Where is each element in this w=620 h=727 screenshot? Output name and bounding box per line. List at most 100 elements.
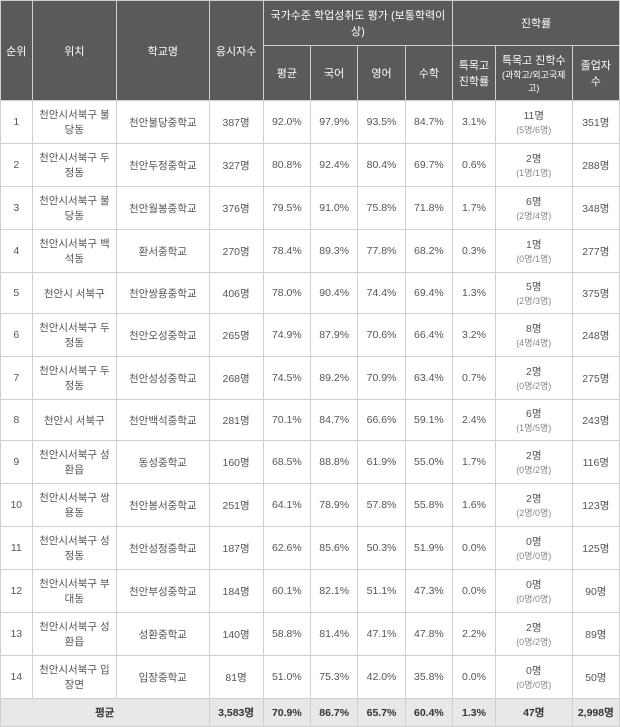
- cell-english: 42.0%: [358, 656, 405, 699]
- cell-math: 55.8%: [405, 484, 452, 527]
- cell-english: 70.6%: [358, 314, 405, 357]
- cell-avg: 74.5%: [263, 357, 310, 400]
- summary-row: 평균3,583명70.9%86.7%65.7%60.4%1.3%47명2,998…: [1, 699, 620, 727]
- cell-count: 268명: [209, 357, 263, 400]
- cell-math: 47.8%: [405, 613, 452, 656]
- cell-grad: 243명: [572, 400, 619, 441]
- cell-spec-count: 1명(0명/1명): [495, 230, 572, 273]
- cell-rank: 14: [1, 656, 33, 699]
- summary-count: 3,583명: [209, 699, 263, 727]
- cell-spec-count: 0명(0명/0명): [495, 656, 572, 699]
- cell-avg: 62.6%: [263, 527, 310, 570]
- cell-spec-rate: 0.0%: [453, 656, 496, 699]
- header-english: 영어: [358, 46, 405, 101]
- cell-count: 387명: [209, 101, 263, 144]
- header-spec-rate: 특목고 진학률: [453, 46, 496, 101]
- table-row: 7천안시서북구 두정동천안성성중학교268명74.5%89.2%70.9%63.…: [1, 357, 620, 400]
- table-row: 9천안시서북구 성환읍동성중학교160명68.5%88.8%61.9%55.0%…: [1, 441, 620, 484]
- header-math: 수학: [405, 46, 452, 101]
- cell-spec-count: 2명(1명/1명): [495, 144, 572, 187]
- summary-math: 60.4%: [405, 699, 452, 727]
- cell-location: 천안시서북구 불당동: [32, 187, 117, 230]
- cell-korean: 90.4%: [311, 273, 358, 314]
- cell-math: 55.0%: [405, 441, 452, 484]
- cell-location: 천안시서북구 불당동: [32, 101, 117, 144]
- cell-location: 천안시서북구 두정동: [32, 314, 117, 357]
- cell-spec-rate: 1.7%: [453, 441, 496, 484]
- cell-rank: 5: [1, 273, 33, 314]
- cell-english: 93.5%: [358, 101, 405, 144]
- cell-avg: 92.0%: [263, 101, 310, 144]
- cell-school: 천안성성중학교: [117, 357, 209, 400]
- cell-count: 376명: [209, 187, 263, 230]
- cell-english: 57.8%: [358, 484, 405, 527]
- cell-avg: 80.8%: [263, 144, 310, 187]
- cell-math: 66.4%: [405, 314, 452, 357]
- cell-location: 천안시 서북구: [32, 400, 117, 441]
- cell-grad: 116명: [572, 441, 619, 484]
- cell-korean: 89.2%: [311, 357, 358, 400]
- cell-school: 천안성정중학교: [117, 527, 209, 570]
- table-row: 11천안시서북구 성정동천안성정중학교187명62.6%85.6%50.3%51…: [1, 527, 620, 570]
- cell-korean: 92.4%: [311, 144, 358, 187]
- cell-school: 입장중학교: [117, 656, 209, 699]
- cell-count: 187명: [209, 527, 263, 570]
- cell-avg: 70.1%: [263, 400, 310, 441]
- cell-math: 71.8%: [405, 187, 452, 230]
- table-row: 8천안시 서북구천안백석중학교281명70.1%84.7%66.6%59.1%2…: [1, 400, 620, 441]
- cell-rank: 3: [1, 187, 33, 230]
- cell-grad: 90명: [572, 570, 619, 613]
- cell-english: 66.6%: [358, 400, 405, 441]
- table-row: 5천안시 서북구천안쌍용중학교406명78.0%90.4%74.4%69.4%1…: [1, 273, 620, 314]
- cell-korean: 78.9%: [311, 484, 358, 527]
- table-row: 14천안시서북구 입장면입장중학교81명51.0%75.3%42.0%35.8%…: [1, 656, 620, 699]
- cell-grad: 277명: [572, 230, 619, 273]
- cell-location: 천안시서북구 부대동: [32, 570, 117, 613]
- summary-korean: 86.7%: [311, 699, 358, 727]
- cell-avg: 64.1%: [263, 484, 310, 527]
- cell-spec-rate: 3.2%: [453, 314, 496, 357]
- cell-rank: 7: [1, 357, 33, 400]
- cell-location: 천안시서북구 두정동: [32, 357, 117, 400]
- cell-location: 천안시 서북구: [32, 273, 117, 314]
- cell-count: 160명: [209, 441, 263, 484]
- cell-spec-rate: 0.0%: [453, 527, 496, 570]
- cell-math: 35.8%: [405, 656, 452, 699]
- cell-avg: 60.1%: [263, 570, 310, 613]
- cell-grad: 50명: [572, 656, 619, 699]
- header-korean: 국어: [311, 46, 358, 101]
- cell-location: 천안시서북구 성환읍: [32, 441, 117, 484]
- cell-spec-count: 2명(0명/2명): [495, 357, 572, 400]
- cell-grad: 125명: [572, 527, 619, 570]
- header-adm-group: 진학률: [453, 1, 620, 46]
- table-row: 4천안시서북구 백석동환서중학교270명78.4%89.3%77.8%68.2%…: [1, 230, 620, 273]
- cell-spec-count: 6명(2명/4명): [495, 187, 572, 230]
- summary-english: 65.7%: [358, 699, 405, 727]
- cell-korean: 81.4%: [311, 613, 358, 656]
- cell-korean: 85.6%: [311, 527, 358, 570]
- cell-school: 천안두정중학교: [117, 144, 209, 187]
- cell-location: 천안시서북구 성정동: [32, 527, 117, 570]
- cell-avg: 79.5%: [263, 187, 310, 230]
- cell-count: 327명: [209, 144, 263, 187]
- header-school: 학교명: [117, 1, 209, 101]
- cell-spec-rate: 3.1%: [453, 101, 496, 144]
- cell-english: 80.4%: [358, 144, 405, 187]
- cell-count: 81명: [209, 656, 263, 699]
- table-row: 6천안시서북구 두정동천안오성중학교265명74.9%87.9%70.6%66.…: [1, 314, 620, 357]
- table-row: 3천안시서북구 불당동천안월봉중학교376명79.5%91.0%75.8%71.…: [1, 187, 620, 230]
- cell-korean: 75.3%: [311, 656, 358, 699]
- cell-spec-rate: 2.4%: [453, 400, 496, 441]
- cell-grad: 375명: [572, 273, 619, 314]
- cell-math: 63.4%: [405, 357, 452, 400]
- cell-korean: 82.1%: [311, 570, 358, 613]
- cell-spec-count: 5명(2명/3명): [495, 273, 572, 314]
- cell-grad: 288명: [572, 144, 619, 187]
- cell-rank: 2: [1, 144, 33, 187]
- header-grad-count: 졸업자 수: [572, 46, 619, 101]
- cell-math: 47.3%: [405, 570, 452, 613]
- cell-spec-rate: 2.2%: [453, 613, 496, 656]
- header-rank: 순위: [1, 1, 33, 101]
- cell-math: 51.9%: [405, 527, 452, 570]
- cell-spec-rate: 0.3%: [453, 230, 496, 273]
